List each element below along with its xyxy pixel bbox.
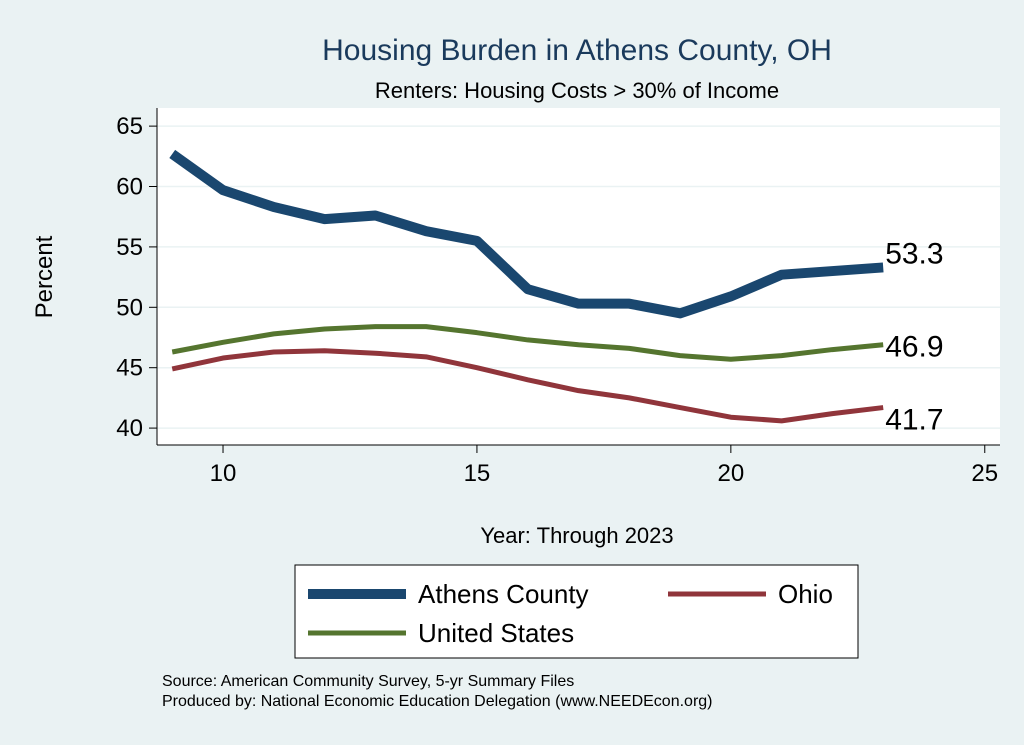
x-tick-label: 15 bbox=[464, 460, 491, 487]
y-tick-label: 45 bbox=[116, 355, 143, 382]
x-tick-label: 25 bbox=[971, 460, 998, 487]
legend-label-ohio: Ohio bbox=[778, 579, 833, 609]
end-label-ohio: 41.7 bbox=[885, 404, 943, 437]
produced-note: Produced by: National Economic Education… bbox=[162, 693, 713, 710]
y-tick-label: 65 bbox=[116, 113, 143, 140]
legend-label-us: United States bbox=[418, 618, 574, 648]
x-tick-label: 20 bbox=[717, 460, 744, 487]
end-label-athens: 53.3 bbox=[885, 237, 943, 270]
series-line-athens bbox=[169, 149, 884, 319]
y-axis-label: Percent bbox=[31, 235, 58, 318]
end-label-us: 46.9 bbox=[885, 331, 943, 364]
legend-label-athens: Athens County bbox=[418, 579, 589, 609]
series-line-ohio bbox=[171, 348, 884, 424]
chart-subtitle: Renters: Housing Costs > 30% of Income bbox=[375, 78, 779, 103]
plot-area bbox=[157, 108, 1000, 445]
y-tick-label: 55 bbox=[116, 234, 143, 261]
x-axis-label: Year: Through 2023 bbox=[480, 523, 673, 548]
legend: Athens County Ohio United States bbox=[294, 564, 859, 659]
series-line-us bbox=[171, 324, 884, 362]
y-tick-label: 50 bbox=[116, 294, 143, 321]
x-tick-label: 10 bbox=[210, 460, 237, 487]
y-tick-label: 60 bbox=[116, 174, 143, 201]
chart-title: Housing Burden in Athens County, OH bbox=[322, 34, 832, 67]
y-tick-label: 40 bbox=[116, 415, 143, 442]
source-note: Source: American Community Survey, 5-yr … bbox=[162, 673, 575, 690]
